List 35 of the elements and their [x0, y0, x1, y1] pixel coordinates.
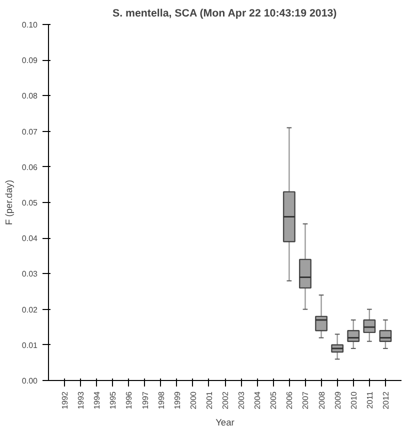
x-tick-label: 2000 — [188, 390, 198, 410]
y-tick-label: 0.04 — [22, 234, 38, 244]
y-tick-label: 0.10 — [22, 20, 38, 30]
x-tick-label: 1995 — [108, 390, 118, 410]
x-tick-label: 2003 — [237, 390, 246, 410]
x-tick-label: 2002 — [221, 390, 230, 410]
y-tick-label: 0.01 — [22, 340, 38, 350]
chart-title: S. mentella, SCA (Mon Apr 22 10:43:19 2013) — [112, 8, 338, 20]
x-tick-label: 2005 — [269, 390, 278, 410]
x-axis-title: Year — [216, 417, 234, 428]
x-tick-label: 2011 — [365, 390, 374, 409]
y-axis-title: F (per.day) — [4, 180, 14, 226]
y-tick-label: 0.05 — [22, 198, 38, 208]
x-tick-label: 1992 — [60, 390, 70, 410]
x-tick-label: 2007 — [301, 390, 310, 410]
x-tick-label: 2008 — [317, 390, 326, 410]
y-tick-label: 0.00 — [22, 376, 38, 386]
x-tick-label: 2012 — [381, 390, 390, 410]
y-tick-label: 0.07 — [22, 127, 38, 136]
x-tick-label: 1993 — [76, 390, 86, 410]
y-tick-label: 0.02 — [22, 305, 38, 314]
x-tick-label: 1997 — [140, 390, 150, 410]
x-tick-label: 1994 — [92, 390, 102, 410]
y-tick-label: 0.09 — [22, 56, 38, 66]
x-tick-label: 2001 — [204, 390, 214, 410]
x-tick-label: 2004 — [253, 390, 262, 410]
x-tick-label: 2006 — [285, 390, 294, 410]
x-tick-label: 1996 — [124, 390, 134, 410]
y-tick-label: 0.08 — [22, 92, 38, 101]
x-tick-label: 2010 — [349, 390, 358, 410]
x-tick-label: 2009 — [333, 390, 342, 410]
y-tick-label: 0.03 — [22, 270, 38, 279]
x-tick-label: 1999 — [172, 390, 182, 410]
x-tick-label: 1998 — [156, 390, 166, 410]
y-tick-label: 0.06 — [22, 162, 38, 172]
